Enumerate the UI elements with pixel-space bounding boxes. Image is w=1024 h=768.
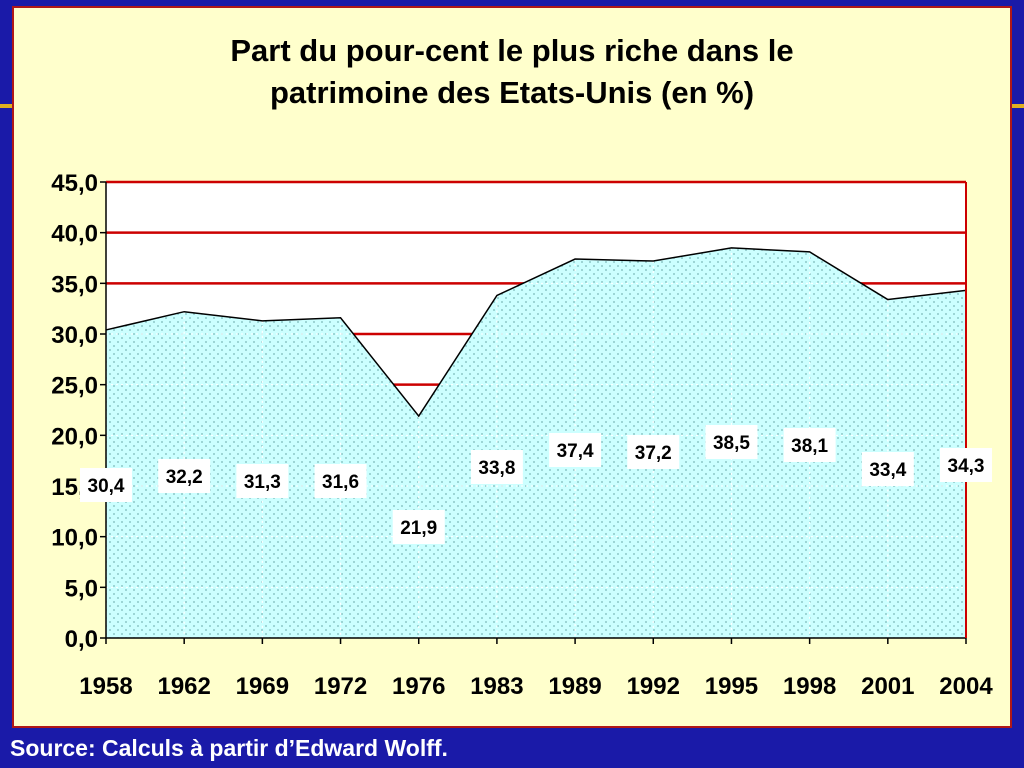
- data-label-box-1: [158, 459, 211, 493]
- x-tick-label-1: 1962: [157, 673, 210, 700]
- y-tick-label-7: 35,0: [51, 271, 98, 298]
- chart-title-line-1: Part du pour-cent le plus riche dans le: [230, 33, 794, 68]
- x-tick-label-6: 1989: [548, 673, 601, 700]
- data-label-box-2: [236, 464, 289, 498]
- data-label-0: 30,4: [88, 476, 125, 497]
- series-line: [105, 247, 967, 418]
- y-tick-label-5: 25,0: [51, 373, 98, 400]
- y-tick-label-9: 45,0: [51, 170, 98, 197]
- x-tick-label-8: 1995: [705, 673, 758, 700]
- chart-title: Part du pour-cent le plus riche dans le …: [12, 30, 1012, 114]
- data-label-1: 32,2: [166, 467, 203, 488]
- data-label-box-9: [783, 428, 836, 462]
- x-tick-label-0: 1958: [79, 673, 132, 700]
- data-label-9: 38,1: [791, 436, 828, 457]
- y-tick-label-2: 10,0: [51, 525, 98, 552]
- area-fill: [106, 247, 966, 638]
- data-label-box-5: [470, 450, 523, 484]
- data-label-7: 37,2: [635, 443, 672, 464]
- data-label-4: 21,9: [400, 518, 437, 539]
- x-tick-label-10: 2001: [861, 673, 914, 700]
- y-tick-label-6: 30,0: [51, 322, 98, 349]
- x-tick-label-7: 1992: [627, 673, 680, 700]
- data-label-box-11: [940, 448, 992, 482]
- x-tick-label-3: 1972: [314, 673, 367, 700]
- data-label-box-10: [861, 452, 914, 486]
- y-tick-label-1: 5,0: [65, 575, 98, 602]
- data-label-box-3: [314, 464, 367, 498]
- chart-title-line-2: patrimoine des Etats-Unis (en %): [269, 75, 755, 110]
- right-accent-line: [1010, 104, 1024, 108]
- data-label-11: 34,3: [948, 456, 985, 477]
- source-note: Source: Calculs à partir d’Edward Wolff.: [10, 735, 448, 761]
- x-tick-label-2: 1969: [236, 673, 289, 700]
- y-tick-label-4: 20,0: [51, 423, 98, 450]
- data-label-box-0: [80, 468, 132, 502]
- y-tick-label-8: 40,0: [51, 221, 98, 248]
- data-label-box-4: [392, 510, 445, 544]
- data-label-box-8: [705, 425, 758, 459]
- y-tick-label-0: 0,0: [65, 626, 98, 653]
- data-label-box-6: [549, 433, 602, 467]
- left-accent-line: [0, 104, 14, 108]
- data-label-3: 31,6: [322, 472, 359, 493]
- x-tick-label-9: 1998: [783, 673, 836, 700]
- x-tick-label-5: 1983: [470, 673, 523, 700]
- data-label-2: 31,3: [244, 472, 281, 493]
- x-tick-label-4: 1976: [392, 673, 445, 700]
- data-label-8: 38,5: [713, 433, 750, 454]
- x-tick-label-11: 2004: [939, 673, 993, 700]
- data-label-5: 33,8: [478, 458, 515, 479]
- data-label-6: 37,4: [557, 441, 594, 462]
- data-label-box-7: [627, 435, 680, 469]
- data-label-10: 33,4: [869, 460, 906, 481]
